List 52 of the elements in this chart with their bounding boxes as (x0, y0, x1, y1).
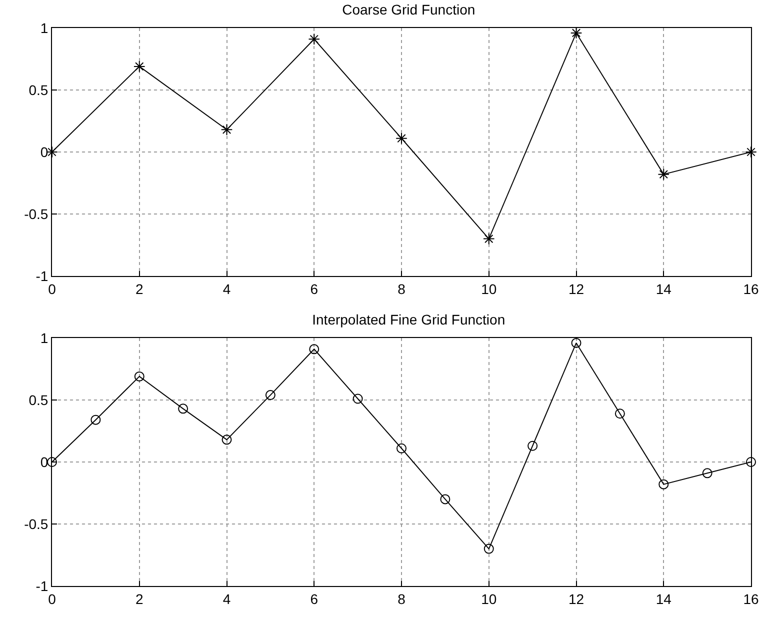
x-tick-label: 6 (310, 590, 318, 607)
point (396, 443, 406, 454)
point (134, 371, 144, 382)
point (658, 168, 670, 180)
point (482, 232, 495, 245)
point (658, 479, 669, 490)
y-tick-label: 0 (40, 454, 48, 470)
point (178, 404, 188, 414)
y-tick-label: -1 (36, 578, 48, 594)
point (702, 468, 712, 478)
point (571, 338, 582, 348)
point (440, 494, 450, 504)
y-tick-label: -0.5 (24, 516, 48, 532)
point (746, 457, 756, 467)
y-tick-label: 0 (40, 144, 48, 160)
x-tick-label: 4 (222, 590, 231, 607)
point (309, 344, 320, 354)
x-tick-label: 12 (568, 280, 584, 297)
x-tick-label: 16 (743, 590, 759, 607)
chart-title: Interpolated Fine Grid Function (312, 311, 506, 328)
x-tick-label: 8 (398, 590, 406, 607)
x-tick-label: 2 (135, 590, 144, 607)
point (570, 27, 582, 39)
point (745, 146, 757, 158)
x-tick-label: 2 (135, 280, 144, 297)
point (265, 390, 276, 400)
y-tick-label: -0.5 (24, 206, 48, 222)
point (396, 132, 408, 144)
chart-title: Coarse Grid Function (342, 1, 476, 18)
point (352, 394, 363, 404)
point (220, 124, 233, 136)
y-tick-label: -1 (36, 268, 48, 284)
y-tick-label: 1 (40, 330, 48, 346)
x-tick-label: 4 (222, 280, 231, 297)
point (614, 408, 625, 419)
point (90, 414, 101, 425)
x-tick-label: 16 (743, 280, 759, 297)
x-tick-label: 14 (656, 590, 672, 607)
y-tick-label: 0.5 (28, 82, 48, 98)
x-tick-label: 8 (398, 280, 406, 297)
point (484, 544, 494, 554)
x-tick-label: 6 (310, 280, 318, 297)
point (308, 33, 320, 46)
x-tick-label: 12 (568, 590, 584, 607)
y-tick-label: 1 (40, 20, 48, 36)
point (528, 440, 538, 451)
x-tick-label: 10 (481, 590, 497, 607)
point (222, 434, 232, 445)
x-tick-label: 14 (656, 280, 672, 297)
x-tick-label: 10 (481, 280, 497, 297)
y-tick-label: 0.5 (28, 392, 48, 408)
point (133, 60, 146, 72)
